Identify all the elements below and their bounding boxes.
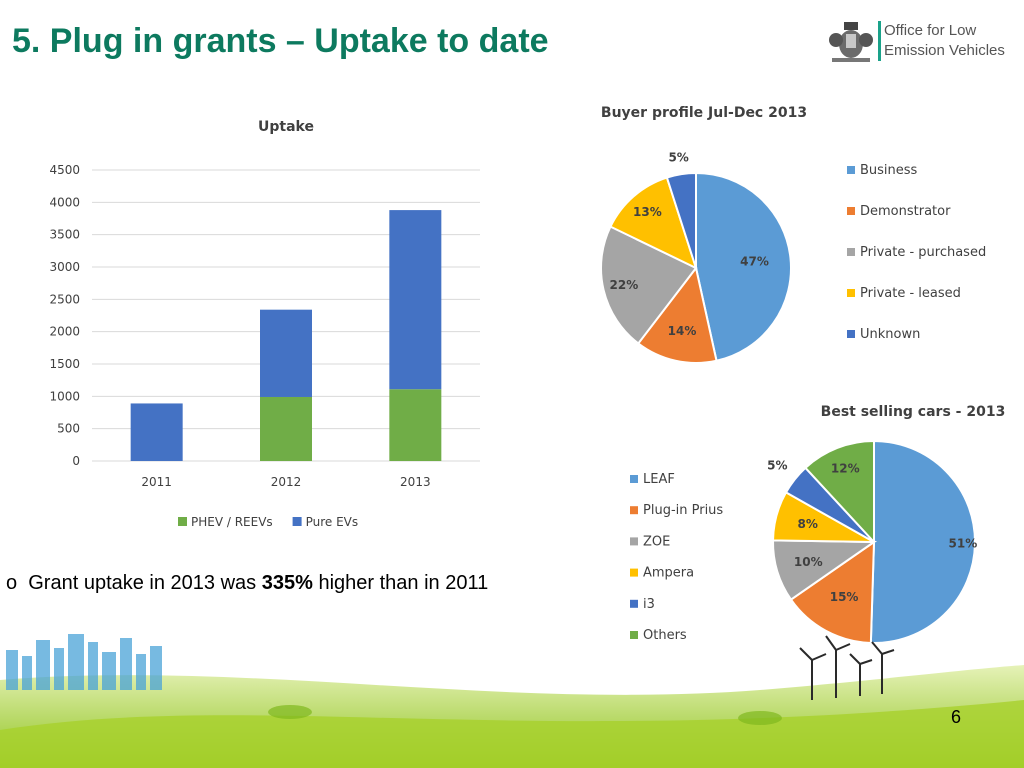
legend-label: Business bbox=[860, 163, 918, 178]
pie-data-label: 22% bbox=[610, 278, 639, 292]
legend-label: Demonstrator bbox=[860, 204, 951, 219]
chart-title: Best selling cars - 2013 bbox=[821, 404, 1006, 420]
buyer-profile-pie-chart: Buyer profile Jul-Dec 2013 47% 14% 22% 13% 5%… bbox=[600, 105, 986, 364]
y-tick-label: 1000 bbox=[49, 389, 80, 403]
legend-swatch bbox=[630, 599, 638, 608]
wind-turbines-icon bbox=[799, 635, 895, 700]
y-tick-label: 500 bbox=[57, 422, 80, 436]
legend-label: i3 bbox=[643, 597, 655, 612]
pie-data-label: 15% bbox=[830, 590, 859, 604]
bar-phev-2013 bbox=[389, 389, 442, 461]
page-number: 6 bbox=[951, 707, 962, 727]
legend-label: Plug-in Prius bbox=[643, 503, 723, 518]
pie-data-label: 12% bbox=[831, 462, 860, 476]
legend-label: LEAF bbox=[643, 472, 675, 487]
x-tick-label: 2012 bbox=[271, 475, 302, 489]
olev-logo: Office for Low Emission Vehicles bbox=[826, 18, 1006, 68]
y-tick-label: 1500 bbox=[49, 357, 80, 371]
green-city-footer-graphic bbox=[0, 634, 1024, 768]
city-skyline-icon bbox=[6, 634, 162, 690]
pie-slice-private-leased bbox=[609, 176, 698, 270]
legend-label: Private - leased bbox=[860, 286, 961, 301]
pie-data-label: 47% bbox=[740, 255, 769, 269]
bar-pure-ev-2011 bbox=[130, 403, 183, 461]
legend-label: ZOE bbox=[643, 534, 670, 549]
pie-slice-unknown bbox=[665, 171, 697, 269]
pie-slice-demonstrator bbox=[636, 265, 718, 364]
legend-label: Unknown bbox=[860, 327, 920, 342]
pie-data-label: 10% bbox=[794, 555, 823, 569]
legend-swatch bbox=[847, 330, 855, 338]
legend-swatch bbox=[630, 568, 638, 577]
pie-data-label: 14% bbox=[668, 324, 697, 338]
legend-swatch bbox=[630, 537, 638, 546]
best-selling-cars-pie-chart: Best selling cars - 2013 51% 15% 10% 8% 5% 12%… bbox=[630, 404, 1006, 644]
legend-swatch bbox=[847, 289, 855, 297]
legend-label: Others bbox=[643, 628, 687, 643]
y-tick-label: 3500 bbox=[49, 228, 80, 242]
pie-data-label: 5% bbox=[668, 150, 688, 164]
chart-title: Uptake bbox=[258, 119, 314, 135]
pie-data-label: 8% bbox=[798, 517, 818, 531]
legend-label: Private - purchased bbox=[860, 245, 986, 260]
bullet-marker: o bbox=[6, 572, 18, 594]
pie-slice-plug-in-prius bbox=[789, 540, 876, 644]
y-tick-label: 4500 bbox=[49, 163, 80, 177]
bar-pure-ev-2013 bbox=[389, 210, 442, 390]
y-tick-label: 3000 bbox=[49, 260, 80, 274]
pie-data-label: 13% bbox=[633, 205, 662, 219]
y-tick-label: 4000 bbox=[49, 195, 80, 209]
legend-swatch bbox=[630, 475, 638, 483]
bar-pure-ev-2012 bbox=[260, 309, 312, 397]
x-tick-label: 2013 bbox=[400, 475, 431, 489]
bullet-highlight: 335% bbox=[261, 572, 313, 594]
legend-swatch bbox=[630, 631, 638, 639]
x-tick-label: 2011 bbox=[141, 475, 172, 489]
legend-label: PHEV / REEVs bbox=[191, 515, 273, 529]
bullet-text-suffix: higher than in 2011 bbox=[312, 572, 489, 594]
legend-swatch bbox=[847, 207, 855, 215]
bullet-text-prefix: Grant uptake in 2013 was bbox=[28, 572, 262, 594]
legend-swatch bbox=[292, 517, 302, 526]
y-tick-label: 2500 bbox=[49, 292, 80, 306]
legend-swatch bbox=[847, 166, 855, 174]
pie-slice-leaf bbox=[869, 439, 976, 644]
legend-swatch bbox=[630, 506, 638, 515]
logo-divider bbox=[878, 21, 881, 61]
legend-swatch bbox=[178, 517, 187, 526]
pie-data-label: 51% bbox=[949, 536, 978, 550]
bar-phev-2012 bbox=[260, 396, 312, 461]
legend-label: Pure EVs bbox=[306, 515, 359, 529]
logo-text-line1: Office for Low bbox=[884, 22, 977, 39]
car-silhouette-icon bbox=[268, 705, 782, 725]
logo-text-line2: Emission Vehicles bbox=[884, 42, 1005, 59]
pie-slice-private-purchased bbox=[600, 225, 698, 345]
y-tick-label: 2000 bbox=[49, 325, 80, 339]
bullet-point: o Grant uptake in 2013 was 335% higher t… bbox=[6, 572, 488, 595]
pie-slice-business bbox=[695, 171, 792, 362]
legend-label: Ampera bbox=[643, 566, 694, 581]
uptake-bar-chart: Uptake 0 500 1000 1500 2000 2500 3000 3500 4000 45… bbox=[49, 119, 480, 529]
legend-swatch bbox=[847, 248, 855, 256]
royal-coat-of-arms-icon bbox=[829, 22, 873, 62]
pie-slice-others bbox=[803, 439, 875, 545]
y-tick-label: 0 bbox=[72, 454, 80, 468]
slide-title: 5. Plug in grants – Uptake to date bbox=[12, 22, 549, 60]
pie-data-label: 5% bbox=[767, 459, 787, 473]
chart-title: Buyer profile Jul-Dec 2013 bbox=[601, 105, 807, 121]
